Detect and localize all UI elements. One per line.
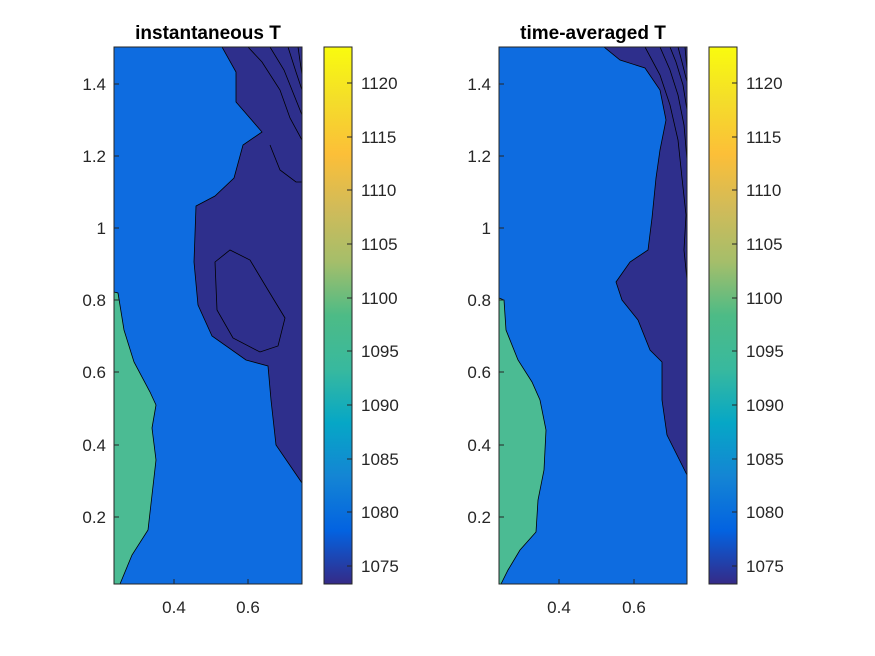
contour-line [644, 47, 687, 281]
y-tick-label: 1.4 [82, 75, 106, 94]
panel-instantaneous: instantaneous T 0.4 0.6 0.2 [82, 23, 398, 617]
colorbar-tick-label: 1110 [746, 181, 781, 200]
colorbar-tick-label: 1100 [746, 289, 783, 308]
contour-line [659, 47, 687, 161]
colorbar-tick-label: 1090 [361, 396, 399, 415]
colorbar-tick-label: 1090 [746, 396, 784, 415]
x-tick-label: 0.4 [162, 598, 186, 617]
colorbar-tick-label: 1120 [746, 74, 783, 93]
colorbar-gradient [323, 46, 353, 585]
y-tick-label: 1 [97, 219, 106, 238]
y-tick-label: 1.2 [82, 147, 106, 166]
x-ticks: 0.4 0.6 [162, 579, 260, 617]
contour-line [669, 47, 687, 111]
x-ticks: 0.4 0.6 [547, 579, 646, 617]
region-1100 [499, 297, 547, 584]
axes-box [113, 46, 303, 585]
contour-line [677, 47, 687, 83]
contour-line [287, 47, 302, 91]
contour-line [269, 144, 302, 183]
colorbar-tick-label: 1085 [361, 450, 399, 469]
colorbar-tick-label: 1080 [746, 503, 784, 522]
colorbar-tick-label: 1120 [361, 74, 398, 93]
colorbar: 1075 1080 1085 1090 1095 1100 1105 1110 … [708, 46, 784, 585]
y-tick-label: 0.4 [82, 436, 106, 455]
y-tick-label: 0.4 [467, 436, 491, 455]
y-tick-label: 1 [482, 219, 491, 238]
region-1075 [193, 47, 302, 484]
contour-line [269, 47, 302, 116]
contour-line [297, 47, 302, 76]
y-tick-label: 0.8 [467, 291, 491, 310]
y-ticks: 0.2 0.4 0.6 0.8 1 1.2 1.4 [82, 75, 119, 527]
colorbar-tick-label: 1105 [746, 235, 783, 254]
colorbar-tick-label: 1075 [746, 557, 784, 576]
y-tick-label: 0.2 [467, 508, 491, 527]
y-tick-label: 0.6 [82, 363, 106, 382]
region-1100 [114, 291, 157, 584]
colorbar-tick-label: 1085 [746, 450, 784, 469]
colorbar-tick-label: 1115 [746, 128, 781, 147]
colorbar-tick-label: 1095 [361, 342, 399, 361]
y-tick-label: 1.2 [467, 147, 491, 166]
y-tick-label: 1.4 [467, 75, 491, 94]
panel-title: instantaneous T [135, 23, 281, 44]
panel-title: time-averaged T [520, 23, 666, 44]
x-tick-label: 0.6 [622, 598, 646, 617]
panel-time-averaged: time-averaged T 0.4 0.6 0.2 0.4 [467, 23, 783, 617]
x-tick-label: 0.6 [236, 598, 260, 617]
x-tick-label: 0.4 [547, 598, 571, 617]
region-1075 [603, 47, 687, 476]
y-ticks: 0.2 0.4 0.6 0.8 1 1.2 1.4 [467, 75, 504, 527]
colorbar-tick-label: 1080 [361, 503, 399, 522]
colorbar-tick-label: 1075 [361, 557, 399, 576]
colorbar-tick-label: 1095 [746, 342, 784, 361]
colorbar-ticks [732, 82, 737, 567]
y-tick-label: 0.6 [467, 363, 491, 382]
contour-plot [114, 47, 302, 584]
contour-line [214, 249, 286, 353]
colorbar-tick-label: 1110 [361, 181, 396, 200]
colorbar-gradient [708, 46, 738, 585]
contour-plot [499, 47, 687, 584]
contour-line [247, 47, 302, 141]
colorbar: 1075 1080 1085 1090 1095 1100 1105 1110 … [323, 46, 399, 585]
axes-box [498, 46, 688, 585]
colorbar-tick-label: 1115 [361, 128, 396, 147]
colorbar-ticks [347, 82, 352, 567]
colorbar-tick-label: 1100 [361, 289, 398, 308]
y-tick-label: 0.8 [82, 291, 106, 310]
y-tick-label: 0.2 [82, 508, 106, 527]
colorbar-tick-label: 1105 [361, 235, 398, 254]
